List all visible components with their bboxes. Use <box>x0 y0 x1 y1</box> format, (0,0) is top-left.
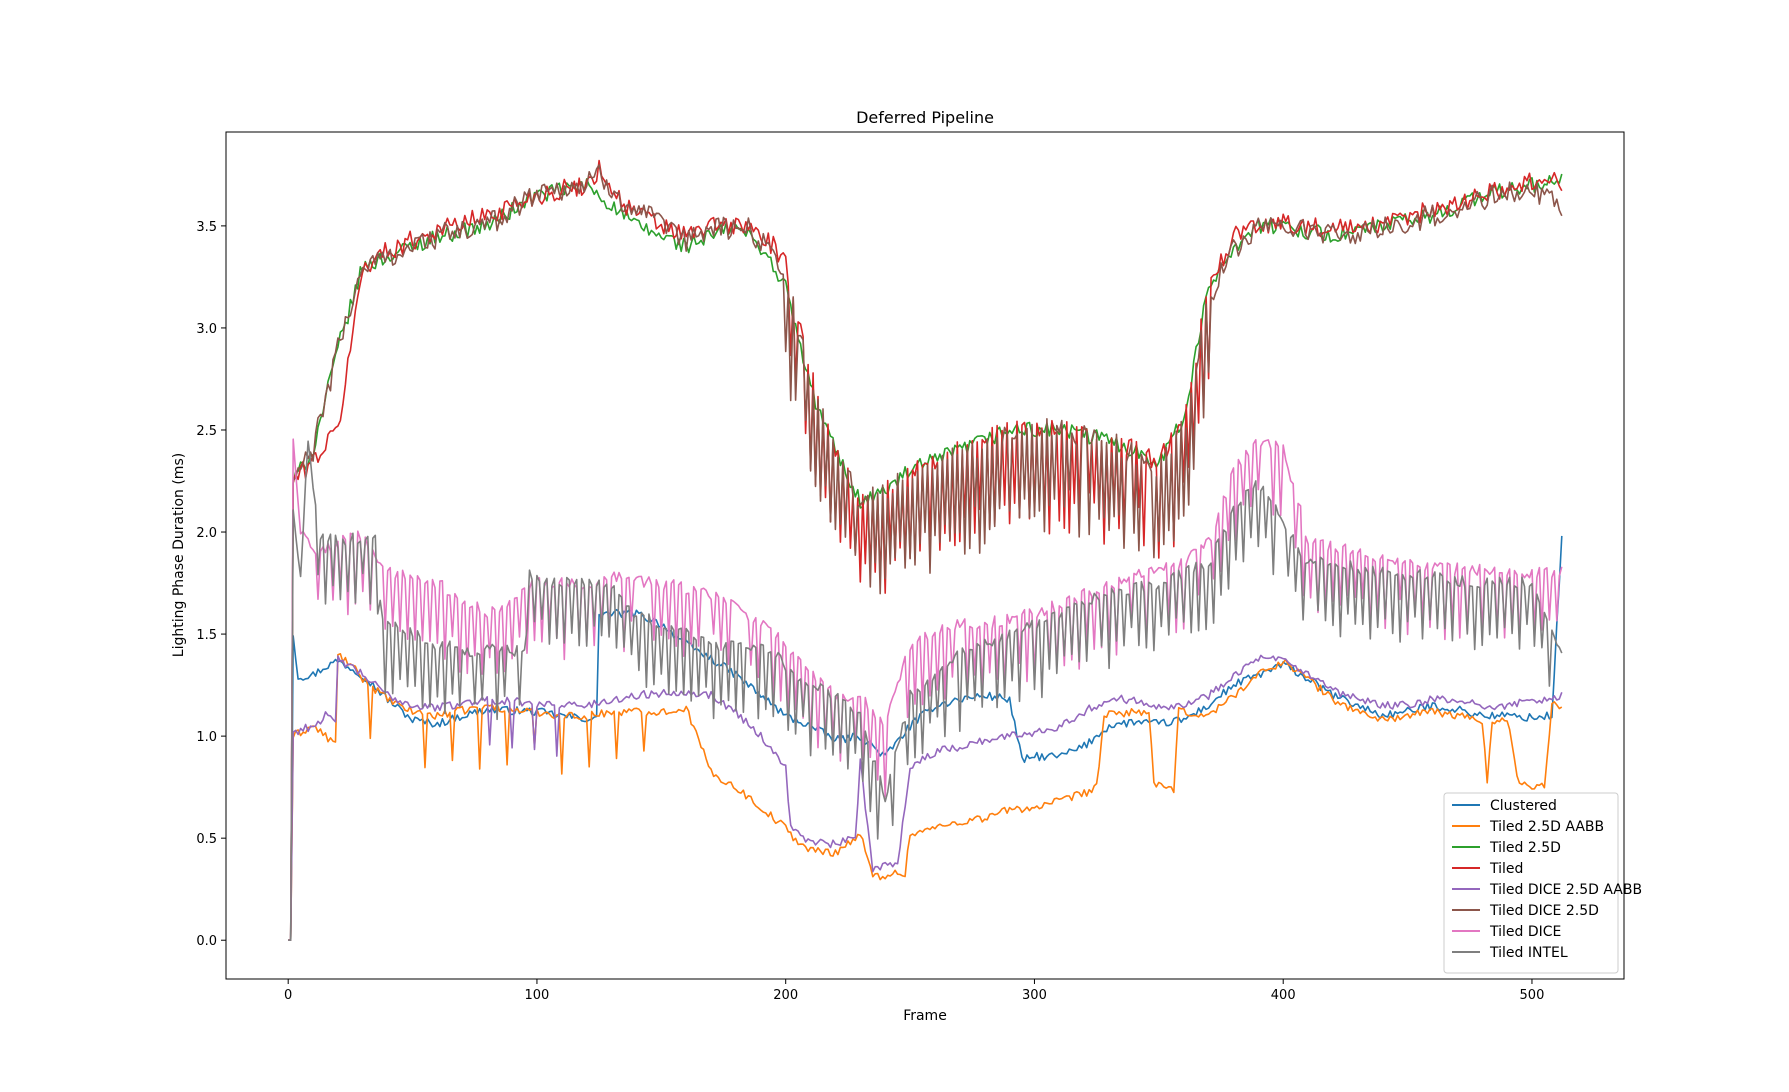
y-axis-label: Lighting Phase Duration (ms) <box>171 453 187 657</box>
y-tick-label: 3.5 <box>196 220 217 235</box>
legend-label: Clustered <box>1490 798 1557 814</box>
legend-label: Tiled DICE 2.5D <box>1489 903 1599 919</box>
y-axis: 0.0 0.5 1.0 1.5 2.0 2.5 3.0 3.5 <box>196 220 226 949</box>
legend-label: Tiled 2.5D AABB <box>1489 819 1604 835</box>
series-line-tiled-dice-2-5d-aabb <box>288 654 1563 942</box>
legend-label: Tiled DICE 2.5D AABB <box>1489 882 1642 898</box>
x-tick-label: 200 <box>773 988 798 1003</box>
plot-area <box>288 159 1563 942</box>
y-tick-label: 3.0 <box>196 322 217 337</box>
legend-box <box>1443 792 1619 974</box>
series-line-tiled-dice-2-5d <box>288 164 1563 942</box>
y-tick-label: 2.0 <box>196 526 217 541</box>
series-line-tiled-intel <box>288 440 1563 942</box>
chart-title: Deferred Pipeline <box>856 108 994 127</box>
x-tick-label: 300 <box>1022 988 1047 1003</box>
legend-label: Tiled DICE <box>1489 924 1561 940</box>
y-tick-label: 0.5 <box>196 832 217 847</box>
axes-frame <box>225 131 1625 980</box>
legend-label: Tiled <box>1489 861 1523 877</box>
series-line-tiled-2-5d-aabb <box>288 652 1563 942</box>
y-tick-label: 2.5 <box>196 424 217 439</box>
x-tick-label: 100 <box>525 988 550 1003</box>
x-tick-label: 0 <box>284 988 292 1003</box>
x-tick-label: 500 <box>1520 988 1545 1003</box>
y-tick-label: 0.0 <box>196 934 217 949</box>
legend-label: Tiled 2.5D <box>1489 840 1561 856</box>
y-tick-label: 1.5 <box>196 628 217 643</box>
x-axis-label: Frame <box>903 1008 947 1024</box>
series-line-clustered <box>288 535 1563 942</box>
legend: Clustered Tiled 2.5D AABB Tiled 2.5D Tiled T… <box>1443 792 1642 974</box>
series-line-tiled <box>288 159 1563 942</box>
x-axis: 0 100 200 300 400 500 <box>284 979 1544 1003</box>
x-tick-label: 400 <box>1271 988 1296 1003</box>
y-tick-label: 1.0 <box>196 730 217 745</box>
legend-label: Tiled INTEL <box>1489 945 1568 961</box>
